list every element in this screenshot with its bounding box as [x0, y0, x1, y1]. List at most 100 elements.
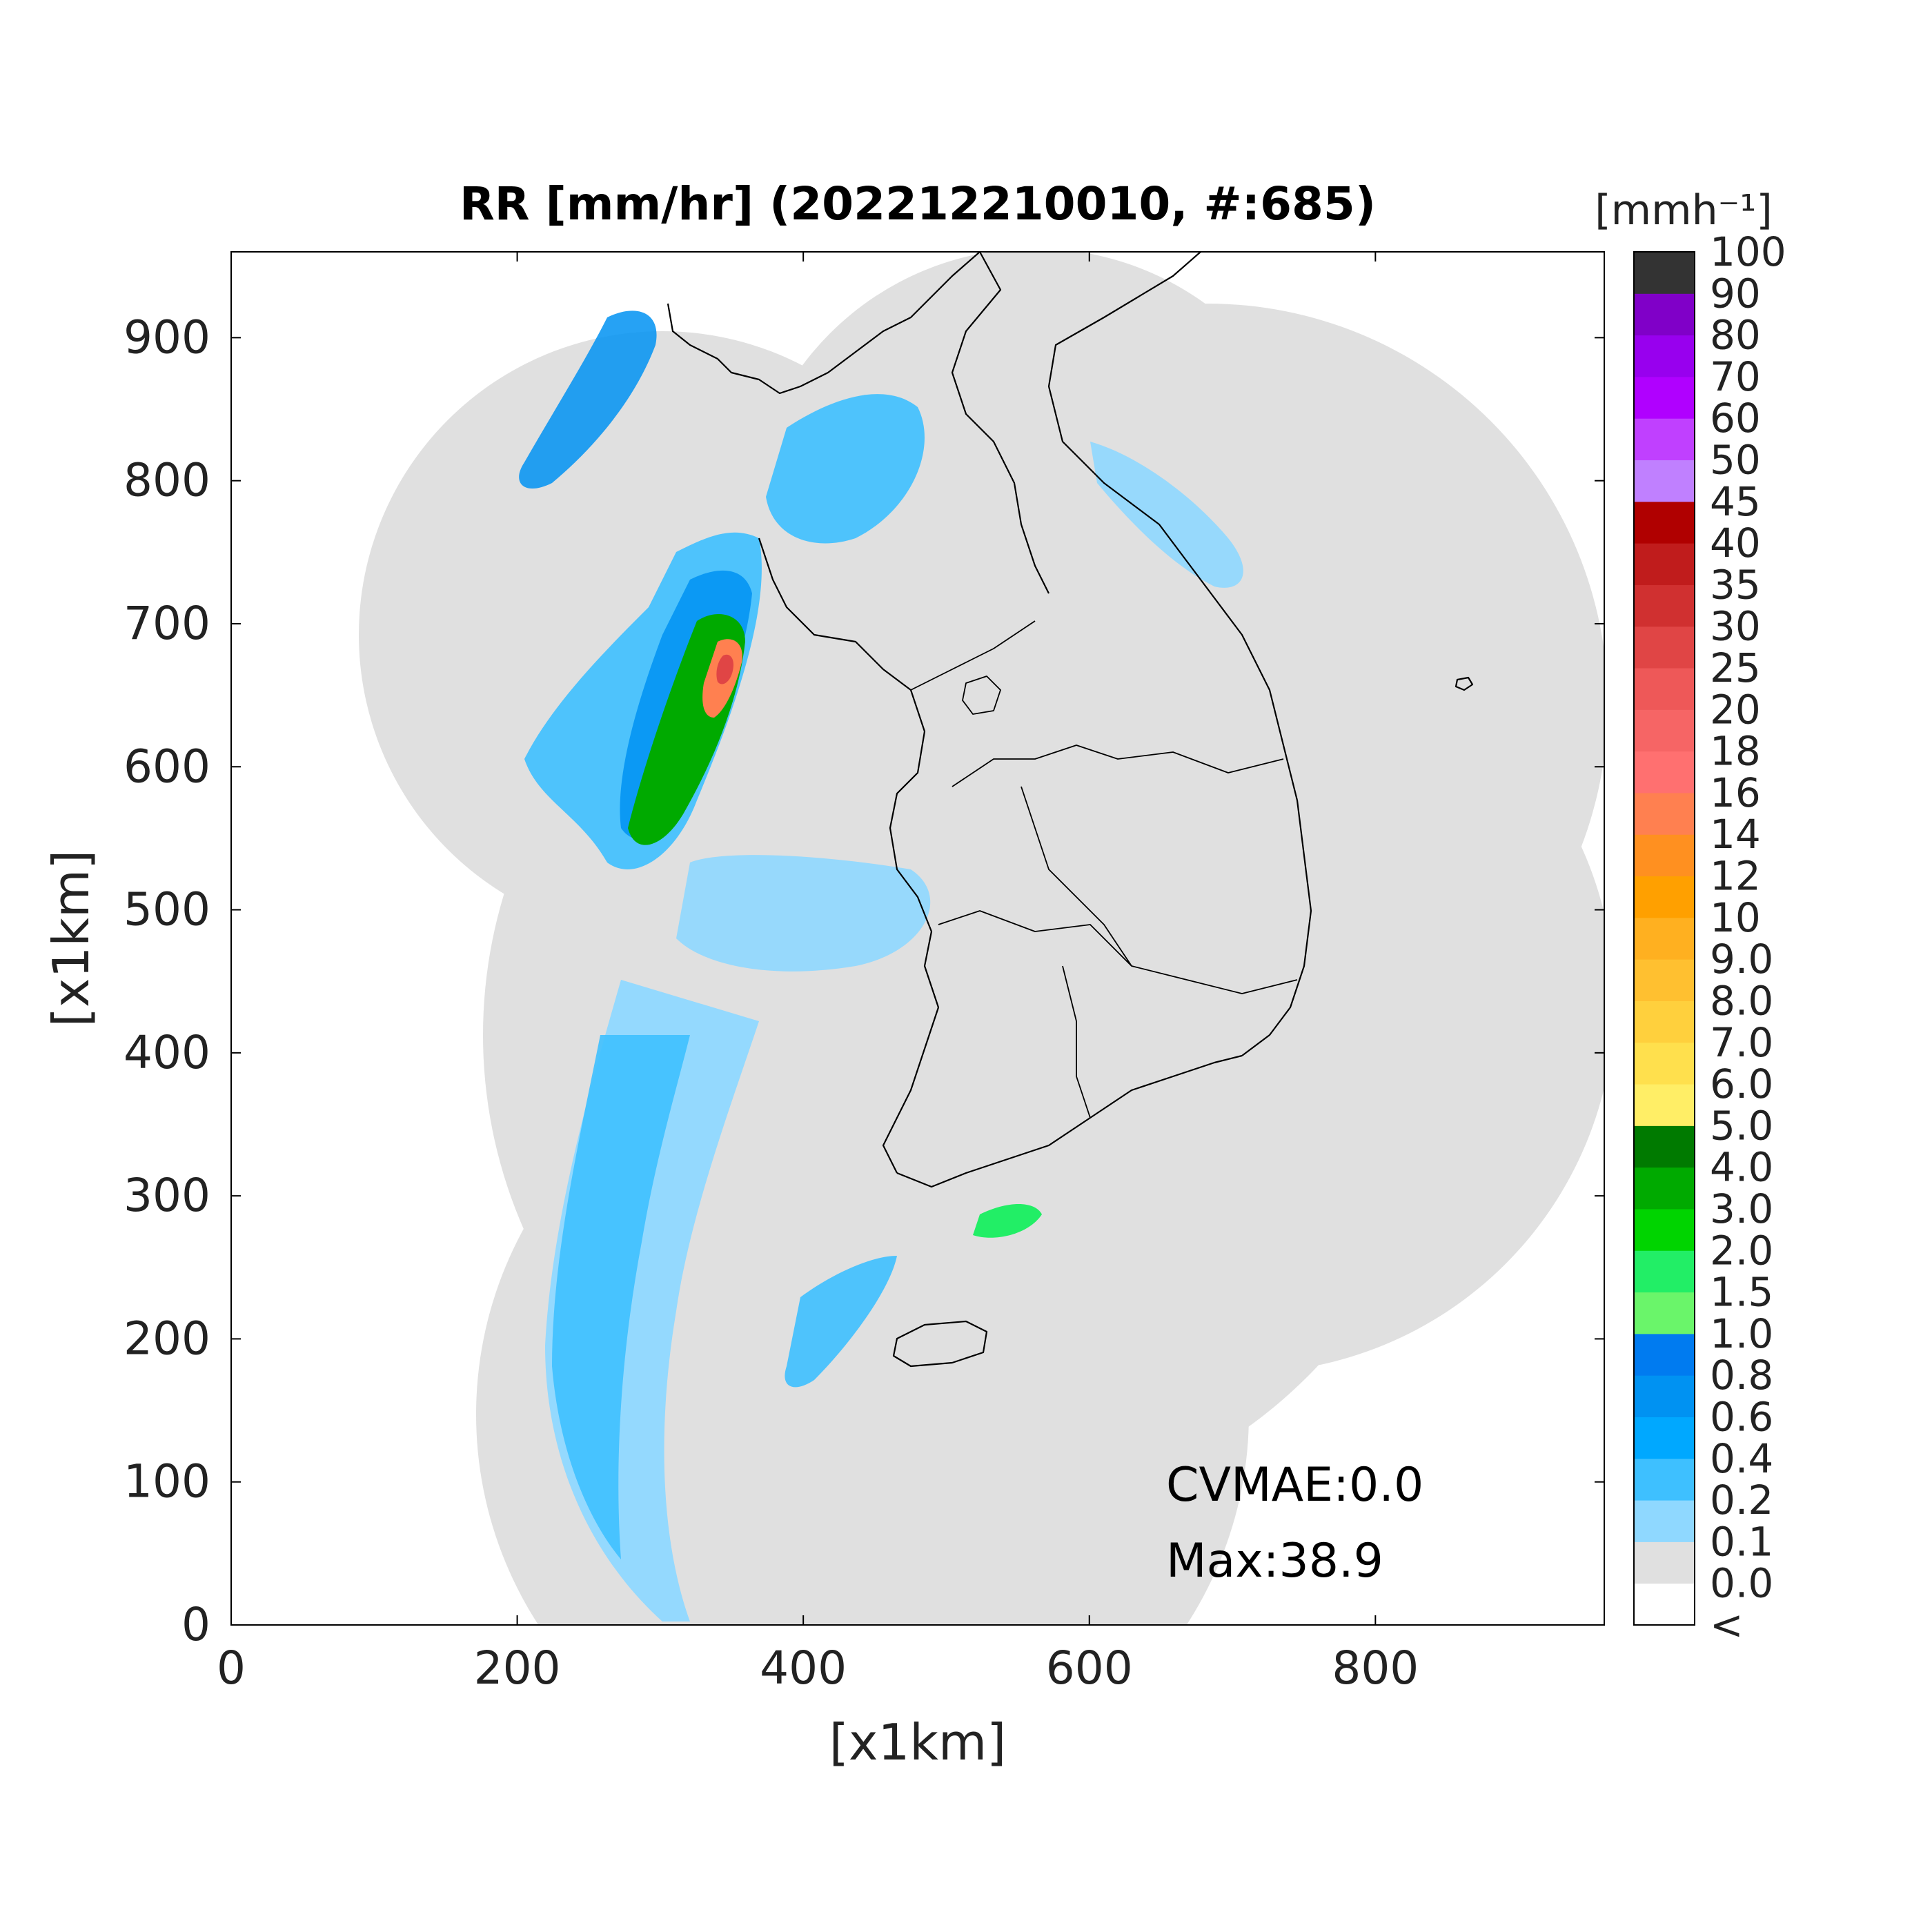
colorbar-label: 1.5 — [1710, 1269, 1773, 1316]
echo-southwest-moderate — [552, 1035, 690, 1559]
colorbar-label: 45 — [1710, 478, 1761, 525]
peninsula-south-coast — [896, 1054, 1243, 1188]
y-axis-label: [x1km] — [42, 850, 100, 1027]
colorbar-segment — [1634, 1375, 1695, 1417]
echo-jeju-streaks — [785, 1256, 897, 1388]
y-axis: 0 100 200 300 400 500 600 700 800 900 — [124, 310, 1604, 1651]
colorbar-segment — [1634, 668, 1695, 710]
y-tick-label: 500 — [124, 883, 210, 936]
colorbar-segment — [1634, 1250, 1695, 1293]
colorbar-label: 35 — [1710, 561, 1761, 608]
colorbar: <0.00.10.20.40.60.81.01.52.03.04.05.06.0… — [1633, 228, 1786, 1648]
colorbar-label: 50 — [1710, 437, 1761, 484]
colorbar-segment — [1634, 418, 1695, 461]
colorbar-label: 18 — [1710, 728, 1761, 775]
echo-yellow-sea-light — [676, 855, 931, 972]
y-tick-label: 400 — [124, 1026, 210, 1079]
precipitation-echoes — [519, 310, 1243, 1621]
colorbar-label: 25 — [1710, 644, 1761, 691]
colorbar-label: 30 — [1710, 603, 1761, 650]
colorbar-label: 90 — [1710, 270, 1761, 317]
colorbar-segment — [1634, 792, 1695, 835]
colorbar-segment — [1634, 1333, 1695, 1376]
colorbar-segment — [1634, 834, 1695, 877]
colorbar-segment — [1634, 917, 1695, 960]
colorbar-label: < — [1710, 1601, 1744, 1648]
jeju-island-outline — [892, 1320, 988, 1368]
colorbar-label: 0.0 — [1710, 1560, 1773, 1607]
x-tick-label: 600 — [1046, 1642, 1133, 1695]
x-tick-label: 800 — [1332, 1642, 1419, 1695]
colorbar-segment — [1634, 626, 1695, 669]
colorbar-unit: [mmh⁻¹] — [1595, 186, 1772, 235]
colorbar-label: 0.6 — [1710, 1393, 1773, 1440]
colorbar-label: 5.0 — [1710, 1102, 1773, 1149]
colorbar-label: 12 — [1710, 853, 1761, 900]
coastline-outlines — [667, 252, 1474, 1368]
y-tick-label: 900 — [124, 310, 210, 364]
colorbar-segment — [1634, 376, 1695, 419]
colorbar-label: 3.0 — [1710, 1185, 1773, 1232]
colorbar-segment — [1634, 1125, 1695, 1168]
colorbar-label: 100 — [1710, 228, 1786, 275]
colorbar-segment — [1634, 709, 1695, 752]
y-tick-label: 0 — [181, 1598, 210, 1651]
colorbar-label: 10 — [1710, 894, 1761, 941]
x-axis: 0 200 400 600 800 — [217, 252, 1419, 1695]
colorbar-segment — [1634, 1167, 1695, 1210]
cvmae-annotation: CVMAE:0.0 — [1166, 1458, 1423, 1512]
colorbar-segment — [1634, 293, 1695, 336]
colorbar-label: 0.1 — [1710, 1518, 1773, 1565]
peninsula-west-coast — [758, 538, 940, 1174]
province-boundaries — [910, 620, 1298, 1118]
colorbar-segment — [1634, 1042, 1695, 1085]
echo-northeast — [1090, 442, 1243, 588]
colorbar-segment — [1634, 501, 1695, 544]
colorbar-label: 14 — [1710, 811, 1761, 858]
x-axis-label: [x1km] — [829, 1713, 1006, 1771]
max-annotation: Max:38.9 — [1166, 1534, 1383, 1588]
colorbar-segment — [1634, 460, 1695, 502]
colorbar-segment — [1634, 543, 1695, 585]
colorbar-label: 0.8 — [1710, 1352, 1773, 1399]
colorbar-segment — [1634, 1084, 1695, 1126]
colorbar-label: 80 — [1710, 312, 1761, 359]
colorbar-segment — [1634, 1292, 1695, 1334]
colorbar-label: 1.0 — [1710, 1310, 1773, 1357]
y-tick-label: 700 — [124, 597, 210, 650]
colorbar-label: 20 — [1710, 686, 1761, 733]
y-tick-label: 600 — [124, 740, 210, 793]
colorbar-label: 7.0 — [1710, 1019, 1773, 1066]
y-tick-label: 200 — [124, 1312, 210, 1365]
colorbar-segment — [1634, 1000, 1695, 1043]
colorbar-label: 0.2 — [1710, 1477, 1773, 1524]
colorbar-label: 60 — [1710, 395, 1761, 442]
plot-area: CVMAE:0.0 Max:38.9 — [230, 251, 1605, 1626]
colorbar-segment — [1634, 876, 1695, 918]
echo-south-coast-cells — [973, 1204, 1042, 1238]
colorbar-label: 4.0 — [1710, 1144, 1773, 1191]
colorbar-segment — [1634, 335, 1695, 377]
y-tick-label: 100 — [124, 1455, 210, 1508]
echo-far-northwest-streak — [519, 310, 657, 489]
figure-title: RR [mm/hr] (202212210010, #:685) — [460, 177, 1376, 230]
colorbar-label: 70 — [1710, 353, 1761, 400]
colorbar-label: 0.4 — [1710, 1435, 1773, 1482]
colorbar-label: 40 — [1710, 520, 1761, 566]
plot-frame — [230, 251, 1605, 1626]
echo-north-coast — [766, 394, 925, 544]
colorbar-segment — [1634, 252, 1695, 294]
colorbar-segment — [1634, 751, 1695, 793]
seoul-outline — [962, 676, 1001, 715]
colorbar-label: 16 — [1710, 769, 1761, 816]
x-tick-label: 400 — [760, 1642, 847, 1695]
north-border-outline — [667, 252, 1049, 594]
x-tick-label: 0 — [217, 1642, 246, 1695]
colorbar-segment — [1634, 1541, 1695, 1584]
y-tick-label: 300 — [124, 1169, 210, 1222]
y-tick-label: 800 — [124, 454, 210, 507]
colorbar-segment — [1634, 1583, 1695, 1626]
colorbar-label: 8.0 — [1710, 977, 1773, 1024]
colorbar-segment — [1634, 1458, 1695, 1501]
